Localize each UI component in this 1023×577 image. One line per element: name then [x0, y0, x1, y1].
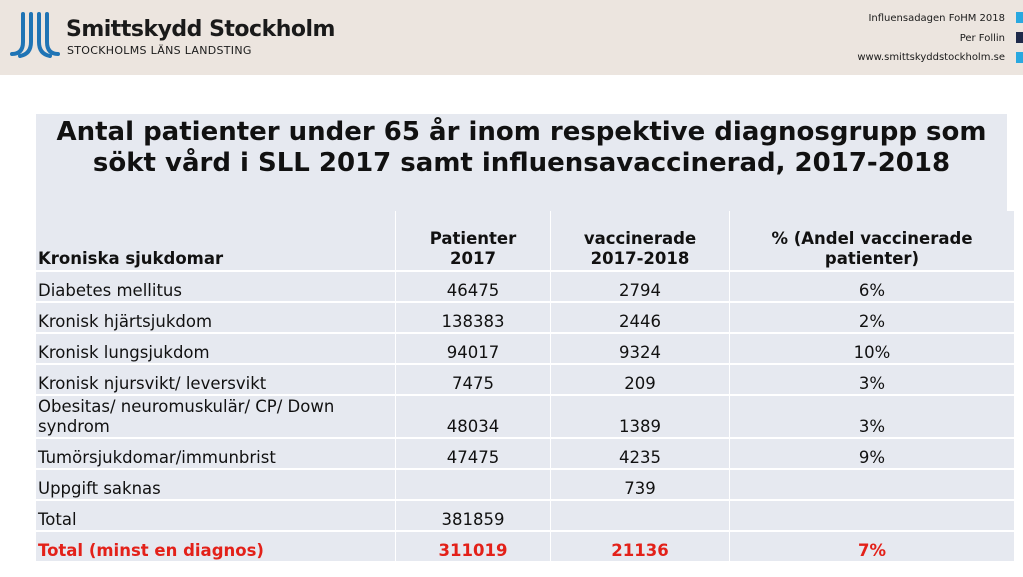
row-patients: 138383	[395, 302, 551, 334]
row-percent	[729, 500, 1014, 532]
row-percent: 6%	[729, 271, 1014, 303]
row-patients: 48034	[395, 395, 551, 439]
brand-name: Smittskydd Stockholm	[66, 17, 335, 42]
diagnosis-table: Kroniska sjukdomar Patienter 2017 vaccine…	[36, 211, 1014, 563]
website-link[interactable]: www.smittskyddstockholm.se	[857, 52, 1005, 63]
row-vaccinated: 9324	[550, 333, 730, 365]
row-patients: 381859	[395, 500, 551, 532]
row-label: Total (minst en diagnos)	[36, 531, 396, 563]
row-patients: 47475	[395, 438, 551, 470]
table-row: Kronisk njursvikt/ leversvikt 7475 209 3…	[36, 364, 1014, 396]
title-block: Antal patienter under 65 år inom respekt…	[36, 114, 1007, 211]
slide-title-line-1: Antal patienter under 65 år inom respekt…	[56, 117, 987, 147]
table-row-total-min-one: Total (minst en diagnos) 311019 21136 7%	[36, 531, 1014, 563]
table-header-row: Kroniska sjukdomar Patienter 2017 vaccine…	[36, 211, 1014, 272]
table-row-total: Total 381859	[36, 500, 1014, 532]
row-percent: 9%	[729, 438, 1014, 470]
row-patients: 7475	[395, 364, 551, 396]
table-row: Uppgift saknas 739	[36, 469, 1014, 501]
row-vaccinated: 1389	[550, 395, 730, 439]
row-label: Total	[36, 500, 396, 532]
row-patients: 311019	[395, 531, 551, 563]
row-label: Uppgift saknas	[36, 469, 396, 501]
row-vaccinated: 21136	[550, 531, 730, 563]
row-label: Obesitas/ neuromuskulär/ CP/ Down syndrom	[36, 395, 396, 439]
accent-square-dark	[1016, 32, 1023, 43]
table-row: Obesitas/ neuromuskulär/ CP/ Down syndrom…	[36, 395, 1014, 439]
row-vaccinated: 739	[550, 469, 730, 501]
row-percent: 2%	[729, 302, 1014, 334]
header-diagnosis: Kroniska sjukdomar	[36, 211, 396, 272]
row-label: Tumörsjukdomar/immunbrist	[36, 438, 396, 470]
accent-square-light-2	[1016, 52, 1023, 63]
slide-title: Antal patienter under 65 år inom respekt…	[36, 117, 1007, 179]
header-percent: % (Andel vaccinerade patienter)	[729, 211, 1014, 272]
row-label: Kronisk njursvikt/ leversvikt	[36, 364, 396, 396]
row-percent: 10%	[729, 333, 1014, 365]
header-patients: Patienter 2017	[395, 211, 551, 272]
row-patients: 46475	[395, 271, 551, 303]
accent-square-light	[1016, 12, 1023, 23]
row-patients	[395, 469, 551, 501]
row-vaccinated: 2794	[550, 271, 730, 303]
table-row: Diabetes mellitus 46475 2794 6%	[36, 271, 1014, 303]
table-row: Kronisk lungsjukdom 94017 9324 10%	[36, 333, 1014, 365]
brand-subtitle: STOCKHOLMS LÄNS LANDSTING	[67, 44, 252, 57]
row-percent	[729, 469, 1014, 501]
presenter-name: Per Follin	[959, 33, 1005, 44]
row-patients: 94017	[395, 333, 551, 365]
row-vaccinated: 209	[550, 364, 730, 396]
row-label: Diabetes mellitus	[36, 271, 396, 303]
jl-logo-icon	[10, 12, 60, 58]
header-vaccinated: vaccinerade 2017-2018	[550, 211, 730, 272]
row-percent: 7%	[729, 531, 1014, 563]
table-row: Tumörsjukdomar/immunbrist 47475 4235 9%	[36, 438, 1014, 470]
header-bar: Smittskydd Stockholm STOCKHOLMS LÄNS LAN…	[0, 0, 1023, 75]
row-percent: 3%	[729, 395, 1014, 439]
event-name: Influensadagen FoHM 2018	[868, 13, 1005, 24]
table-row: Kronisk hjärtsjukdom 138383 2446 2%	[36, 302, 1014, 334]
row-label: Kronisk hjärtsjukdom	[36, 302, 396, 334]
row-percent: 3%	[729, 364, 1014, 396]
row-label: Kronisk lungsjukdom	[36, 333, 396, 365]
row-vaccinated	[550, 500, 730, 532]
row-vaccinated: 4235	[550, 438, 730, 470]
row-vaccinated: 2446	[550, 302, 730, 334]
slide-title-line-2: sökt vård i SLL 2017 samt influensavacci…	[92, 148, 951, 178]
